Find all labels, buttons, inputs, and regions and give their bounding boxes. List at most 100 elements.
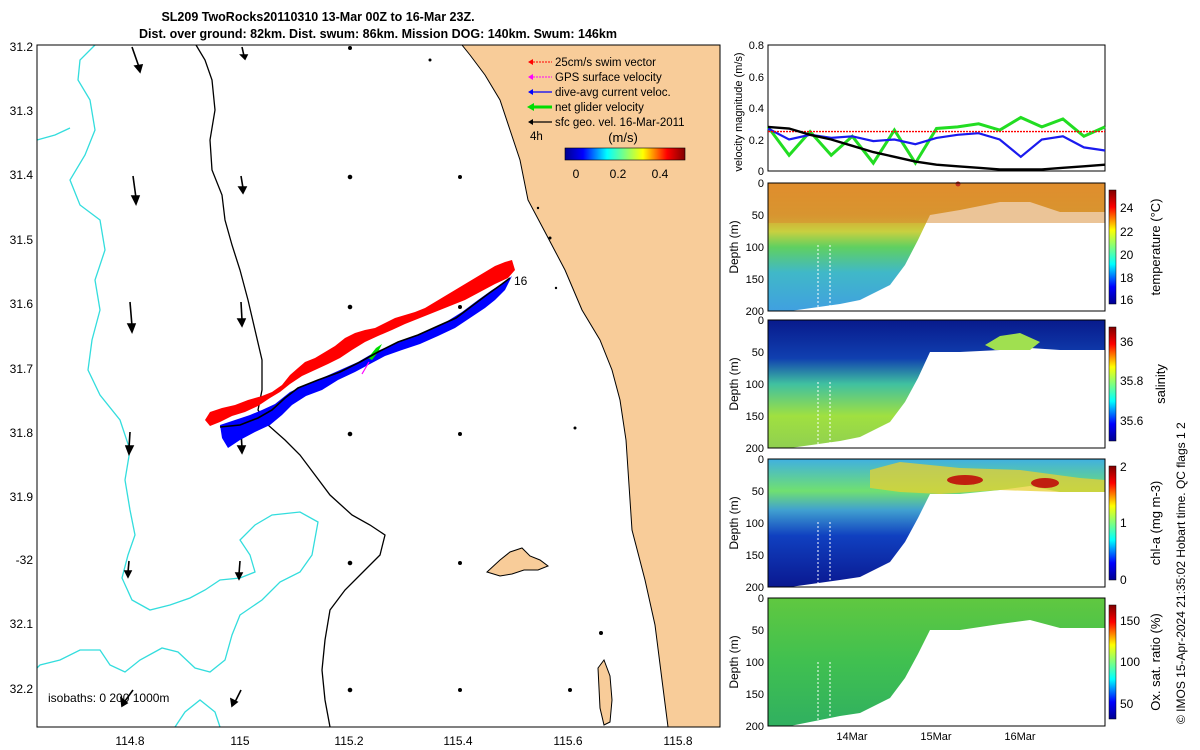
isobath-1000-c <box>174 699 221 728</box>
sal-ctick: 36 <box>1120 335 1134 349</box>
temperature-panel: 16 18 20 22 24 temperature (°C) <box>767 181 1163 312</box>
temperature-colorbar <box>1108 189 1117 305</box>
chla-ctick: 0 <box>1120 573 1127 587</box>
legend-swim: 25cm/s swim vector <box>555 57 656 69</box>
land-coast <box>460 44 721 728</box>
depth-axis-label: Depth (m) <box>727 220 741 273</box>
temperature-label: temperature (°C) <box>1148 199 1163 296</box>
oxygen-colorbar <box>1108 604 1117 720</box>
island-south <box>597 658 613 726</box>
depth-tick: 50 <box>752 347 764 359</box>
title-line-1: SL209 TwoRocks20110310 13-Mar 00Z to 16-… <box>161 10 474 24</box>
depth-axis-label: Depth (m) <box>727 496 741 549</box>
map-ytick: 31.9 <box>10 490 34 504</box>
cbar-tick-02: 0.2 <box>610 167 627 181</box>
legend-gps: GPS surface velocity <box>555 72 662 84</box>
chla-ctick: 2 <box>1120 460 1127 474</box>
label-4h: 4h <box>530 131 543 143</box>
isobath-1000-b <box>36 127 71 141</box>
map-xtick: 115.6 <box>553 734 582 748</box>
map-ytick: -32 <box>16 553 34 567</box>
isobath-1000 <box>36 44 319 673</box>
map-xtick: 115.4 <box>443 734 472 748</box>
depth-tick: 0 <box>758 178 764 190</box>
footer-credit: © IMOS 15-Apr-2024 21:35:02 Hobart time.… <box>1174 422 1188 724</box>
map-xtick: 115.2 <box>334 734 363 748</box>
temp-ctick: 22 <box>1120 225 1134 239</box>
oxygen-panel: 50 100 150 Ox. sat. ratio (%) <box>767 597 1163 727</box>
oxygen-field <box>768 598 1105 726</box>
map-ytick: 32.2 <box>10 682 34 696</box>
velocity-axes <box>767 44 1106 172</box>
vel-ytick: 0 <box>758 166 764 178</box>
velocity-series-geo <box>767 125 1106 171</box>
depth-tick: 50 <box>752 486 764 498</box>
map-xtick: 115.8 <box>663 734 692 748</box>
map-y-ticks: 31.2 31.3 31.4 31.5 31.6 31.7 31.8 31.9 … <box>10 40 34 696</box>
map-ytick: 31.4 <box>10 168 34 182</box>
temp-ctick: 16 <box>1120 293 1134 307</box>
depth-tick: 150 <box>746 550 764 562</box>
depth-tick: 150 <box>746 689 764 701</box>
colorbar <box>564 147 686 161</box>
ox-ctick: 150 <box>1120 614 1140 628</box>
depth-tick: 50 <box>752 210 764 222</box>
salinity-colorbar <box>1108 326 1117 442</box>
depth-tick: 150 <box>746 411 764 423</box>
swim-vector-band <box>205 260 515 426</box>
velocity-ylabel: velocity magnitude (m/s) <box>733 52 745 171</box>
map-frame <box>36 44 721 728</box>
geo-velocity-arrows <box>119 45 572 708</box>
depth-tick: 50 <box>752 625 764 637</box>
chla-panel: 0 1 2 chl-a (mg m-3) <box>767 458 1163 588</box>
velocity-series-net <box>766 115 1106 166</box>
depth-tick: 100 <box>746 518 764 530</box>
velocity-lines <box>766 115 1106 171</box>
temp-ctick: 20 <box>1120 248 1134 262</box>
cbar-tick-0: 0 <box>573 167 580 181</box>
time-tick: 15Mar <box>920 731 952 743</box>
map-x-ticks: 114.8 115 115.2 115.4 115.6 115.8 <box>115 734 692 748</box>
depth-tick: 100 <box>746 242 764 254</box>
time-tick: 14Mar <box>836 731 868 743</box>
sal-ctick: 35.8 <box>1120 374 1144 388</box>
salinity-label: salinity <box>1153 364 1168 404</box>
oxygen-label: Ox. sat. ratio (%) <box>1148 613 1163 711</box>
legend-geo: sfc geo. vel. 16-Mar-2011 <box>555 117 685 129</box>
depth-tick: 150 <box>746 274 764 286</box>
map-ytick: 31.7 <box>10 362 34 376</box>
velocity-panel: 0 0.2 0.4 0.6 0.8 velocity magnitude (m/… <box>733 40 1106 178</box>
depth-tick: 0 <box>758 454 764 466</box>
title-line-2: Dist. over ground: 82km. Dist. swum: 86k… <box>139 27 617 41</box>
map-xtick: 115 <box>230 734 249 748</box>
map-ytick: 31.6 <box>10 297 34 311</box>
time-ticks: 14Mar 15Mar 16Mar <box>836 731 1036 743</box>
depth-tick: 0 <box>758 315 764 327</box>
depth-axis-label: Depth (m) <box>727 357 741 410</box>
island-garden <box>486 547 550 577</box>
depth-tick: 0 <box>758 593 764 605</box>
gps-velocity-arrow <box>361 361 370 375</box>
map-axes: 16 25cm/s swim vector GPS surface veloci… <box>36 44 721 728</box>
depth-tick: 100 <box>746 379 764 391</box>
vel-ytick: 0.4 <box>749 103 764 115</box>
glider-track <box>219 277 511 428</box>
current-vector-band <box>220 276 512 448</box>
chla-ctick: 1 <box>1120 516 1127 530</box>
map-ytick: 31.5 <box>10 233 34 247</box>
depth-tick: 200 <box>746 443 764 455</box>
legend-current: dive-avg current veloc. <box>555 87 671 99</box>
colorbar-label: (m/s) <box>608 130 638 145</box>
depth-axis-label: Depth (m) <box>727 635 741 688</box>
isobaths-label: isobaths: 0 200 1000m <box>48 691 169 705</box>
chla-label: chl-a (mg m-3) <box>1148 481 1163 566</box>
depth-tick: 200 <box>746 582 764 594</box>
map-xtick: 114.8 <box>115 734 144 748</box>
map-ytick: 31.3 <box>10 104 34 118</box>
map-ytick: 31.2 <box>10 40 34 54</box>
depth-tick: 200 <box>746 306 764 318</box>
temp-ctick: 18 <box>1120 271 1134 285</box>
chla-colorbar <box>1108 465 1117 581</box>
map-legend: 25cm/s swim vector GPS surface velocity … <box>527 57 686 181</box>
